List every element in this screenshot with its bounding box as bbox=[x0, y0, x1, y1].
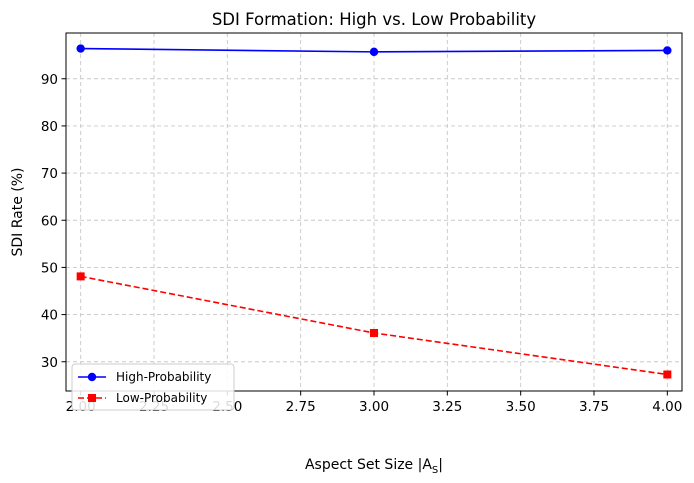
y-tick-label: 80 bbox=[41, 119, 58, 135]
x-axis-label-main: Aspect Set Size |A bbox=[305, 457, 432, 473]
chart-title: SDI Formation: High vs. Low Probability bbox=[212, 10, 537, 29]
series-lines bbox=[76, 44, 672, 379]
legend-label: Low-Probability bbox=[116, 391, 207, 405]
series-line bbox=[80, 275, 668, 376]
y-tick-label: 70 bbox=[41, 166, 58, 182]
x-tick-label: 3.75 bbox=[579, 399, 609, 415]
series-high-probability bbox=[76, 44, 672, 57]
legend-marker bbox=[88, 394, 96, 402]
x-axis-label-subscript: S bbox=[432, 465, 438, 476]
grid bbox=[66, 33, 682, 391]
x-tick-label: 3.50 bbox=[506, 399, 536, 415]
legend-marker bbox=[87, 372, 97, 382]
data-point bbox=[370, 328, 378, 337]
y-tick-label: 90 bbox=[41, 72, 58, 88]
series-low-probability bbox=[76, 272, 672, 379]
data-point bbox=[663, 370, 672, 379]
data-point bbox=[369, 47, 379, 57]
x-tick-label: 4.00 bbox=[652, 399, 682, 415]
data-point bbox=[76, 44, 85, 53]
y-ticks: 30 40 50 60 70 80 90 bbox=[41, 72, 66, 371]
data-point bbox=[663, 46, 672, 55]
y-tick-label: 50 bbox=[41, 260, 58, 276]
y-tick-label: 60 bbox=[41, 213, 58, 229]
x-axis-label: Aspect Set Size |AS| bbox=[305, 457, 443, 476]
x-axis-label-suffix: | bbox=[438, 457, 443, 473]
x-tick-label: 3.00 bbox=[359, 399, 389, 415]
legend: High-Probability Low-Probability bbox=[71, 363, 235, 411]
x-tick-label: 2.75 bbox=[286, 399, 316, 415]
y-tick-label: 40 bbox=[41, 308, 58, 324]
y-tick-label: 30 bbox=[41, 355, 58, 371]
data-point bbox=[76, 272, 85, 281]
legend-box bbox=[71, 363, 235, 411]
y-axis-label: SDI Rate (%) bbox=[10, 167, 26, 256]
legend-label: High-Probability bbox=[116, 370, 211, 384]
x-tick-label: 3.25 bbox=[432, 399, 462, 415]
